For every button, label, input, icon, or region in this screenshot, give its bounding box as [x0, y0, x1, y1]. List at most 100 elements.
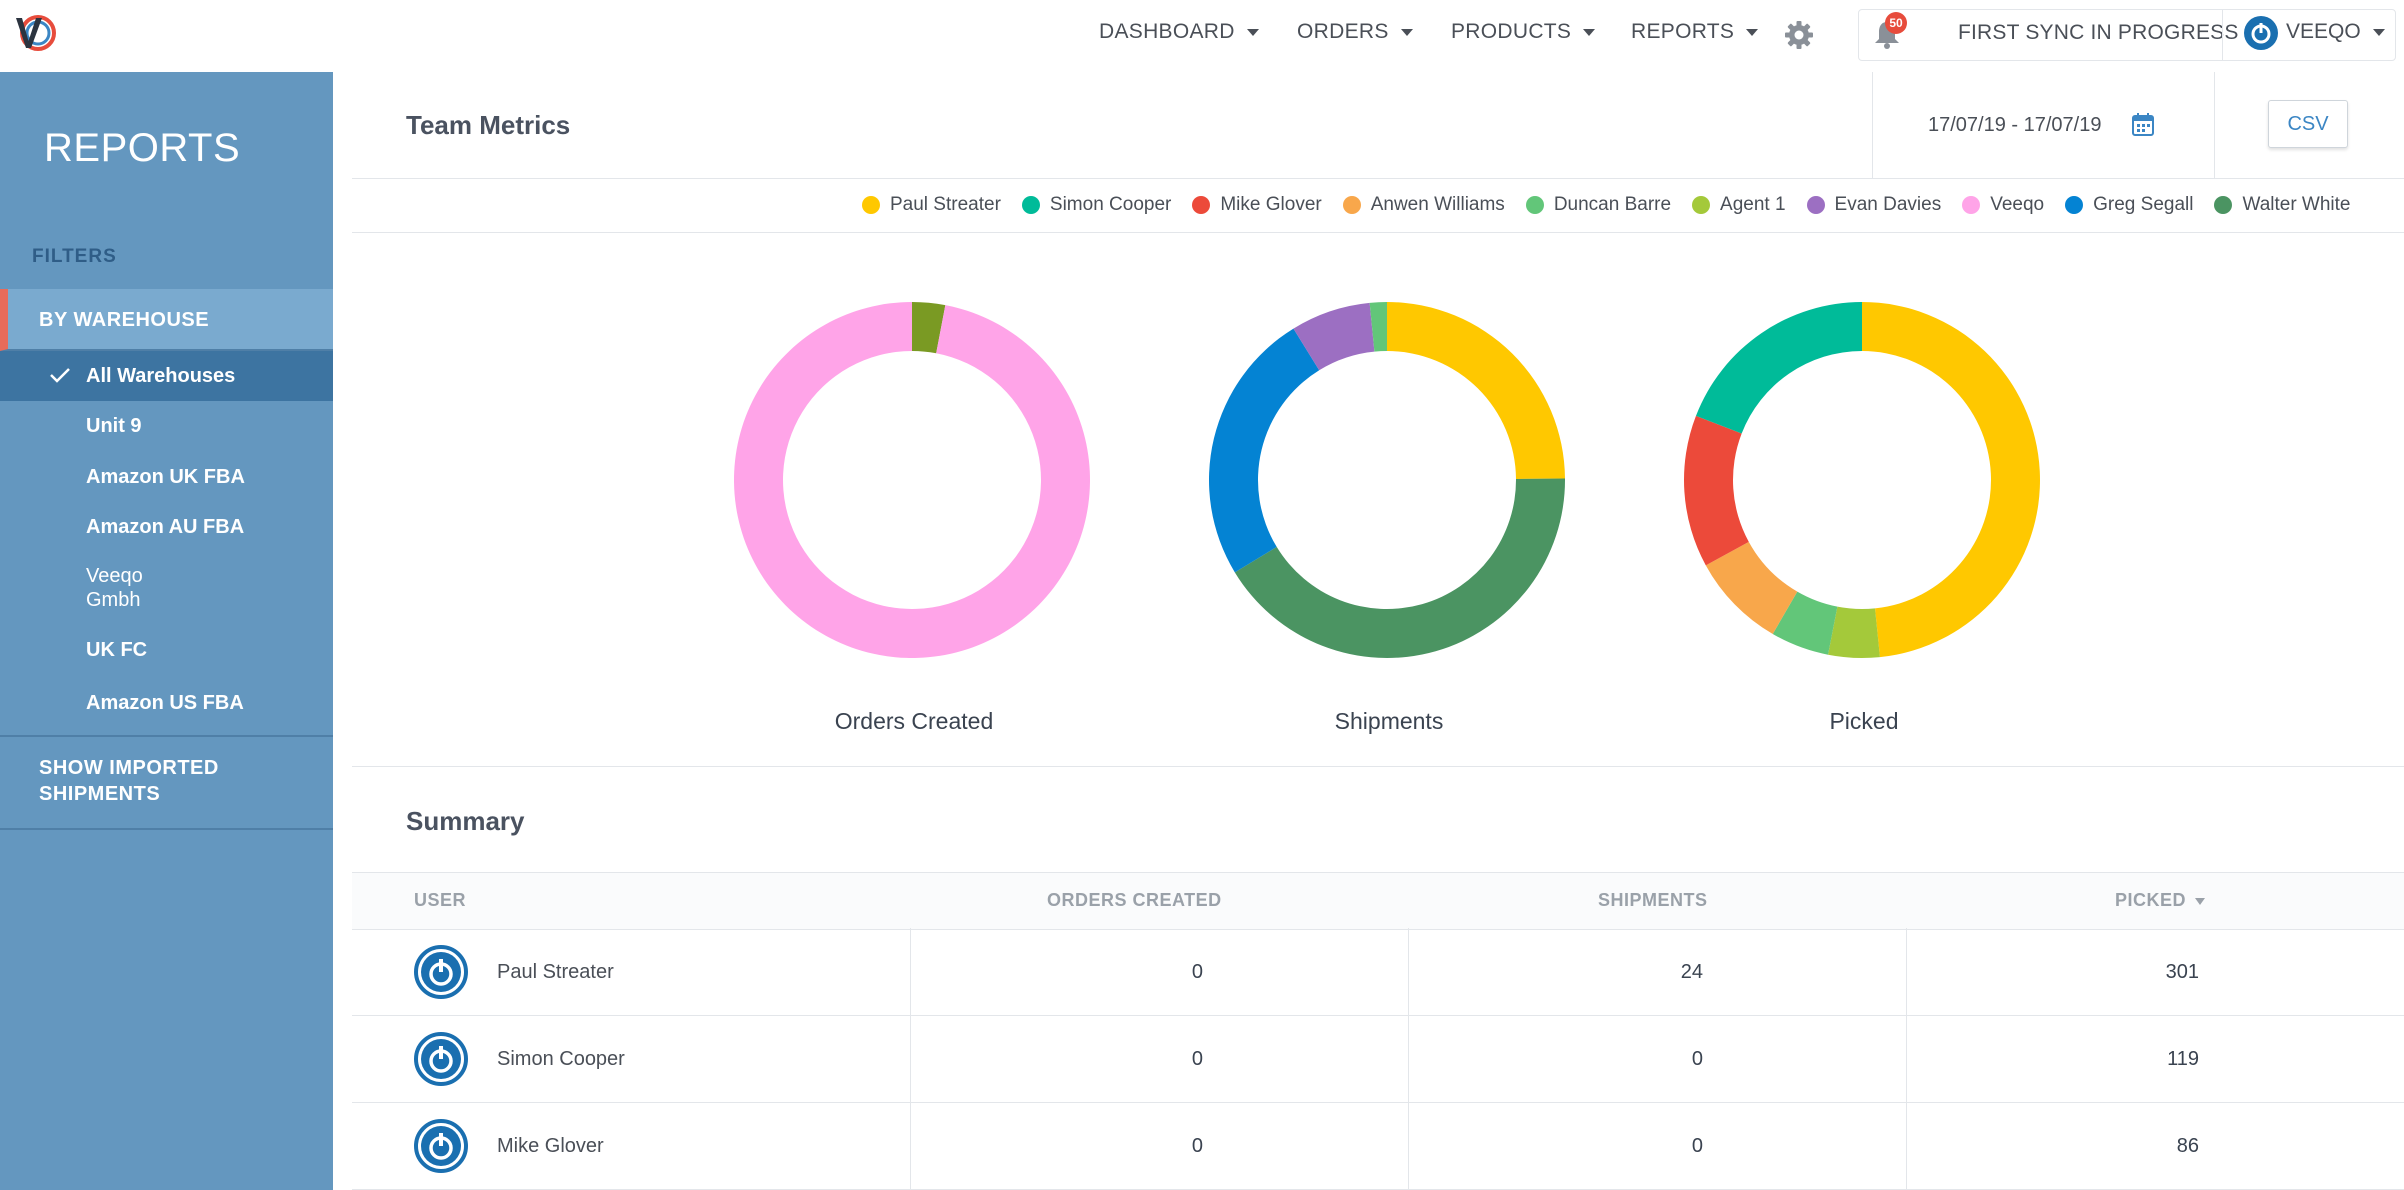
nav-reports[interactable]: REPORTS	[1631, 20, 1759, 44]
legend-dot-icon	[2214, 196, 2233, 214]
donut-slice[interactable]	[1862, 302, 2040, 658]
shipments-value: 24	[1680, 961, 1703, 983]
chart-title-picked: Picked	[1829, 708, 1899, 734]
chart-title-orders-created: Orders Created	[834, 708, 994, 734]
calendar-icon[interactable]	[2131, 112, 2155, 137]
legend-item[interactable]: Simon Cooper	[1021, 194, 1172, 216]
column-header-shipments[interactable]: SHIPMENTS	[1598, 890, 1708, 910]
nav-dashboard[interactable]: DASHBOARD	[1099, 20, 1259, 44]
legend-item[interactable]: Agent 1	[1692, 194, 1786, 216]
donut-slice[interactable]	[1828, 606, 1880, 658]
warehouse-label: Amazon UK FBA	[86, 466, 245, 488]
donut-slice[interactable]	[1293, 302, 1375, 371]
nav-orders-label: ORDERS	[1297, 20, 1389, 43]
donut-slice[interactable]	[1369, 302, 1387, 352]
warehouse-label: UK FC	[86, 639, 148, 661]
legend-label: Mike Glover	[1220, 194, 1322, 215]
donut-slice[interactable]	[734, 302, 1090, 658]
divider	[352, 766, 2404, 767]
legend-item[interactable]: Mike Glover	[1192, 194, 1322, 216]
donut-slice[interactable]	[912, 302, 946, 354]
date-range-picker[interactable]	[1872, 72, 2215, 178]
legend-item[interactable]: Veeqo	[1962, 194, 2044, 216]
chart-title-shipments: Shipments	[1334, 708, 1444, 734]
page-title: Team Metrics	[406, 110, 571, 140]
donut-slice[interactable]	[1705, 541, 1798, 635]
column-header-user[interactable]: USER	[414, 890, 467, 910]
legend-label: Veeqo	[1990, 194, 2045, 215]
check-icon	[50, 368, 70, 383]
warehouse-amazon-uk-fba[interactable]: Amazon UK FBA	[0, 452, 333, 502]
warehouse-uk-fc[interactable]: UK FC	[0, 627, 333, 677]
legend-item[interactable]: Greg Segall	[2065, 194, 2193, 216]
csv-export-button[interactable]: CSV	[2268, 100, 2348, 148]
legend-dot-icon	[2065, 196, 2084, 214]
column-header-orders-created[interactable]: ORDERS CREATED	[1047, 890, 1222, 910]
caret-down-icon	[1746, 28, 1759, 36]
warehouse-label: Unit 9	[86, 415, 142, 437]
column-divider	[1408, 928, 1409, 1190]
legend-dot-icon	[1692, 196, 1711, 214]
donut-slice[interactable]	[1209, 328, 1320, 573]
donut-slice[interactable]	[1772, 591, 1838, 655]
divider	[352, 232, 2404, 233]
legend-label: Agent 1	[1720, 194, 1786, 215]
warehouse-label: Amazon US FBA	[86, 692, 244, 714]
account-area	[1858, 9, 2396, 61]
warehouse-amazon-au-fba[interactable]: Amazon AU FBA	[0, 502, 333, 552]
legend-item[interactable]: Paul Streater	[862, 194, 1001, 216]
filter-group-label: BY WAREHOUSE	[39, 309, 210, 331]
legend-item[interactable]: Anwen Williams	[1342, 194, 1505, 216]
legend-label: Walter White	[2242, 194, 2351, 215]
legend-dot-icon	[1806, 196, 1825, 214]
legend-label: Paul Streater	[890, 194, 1001, 215]
legend-item[interactable]: Evan Davies	[1806, 194, 1941, 216]
column-header-picked[interactable]: PICKED	[2115, 890, 2206, 911]
sort-desc-icon	[2195, 897, 2206, 905]
donut-slice[interactable]	[1684, 415, 1749, 566]
warehouse-veeqo-gmbh[interactable]: Veeqo Gmbh	[0, 552, 333, 622]
donut-slice[interactable]	[1695, 302, 1862, 434]
picked-value: 119	[2167, 1048, 2199, 1070]
donut-slice[interactable]	[1234, 478, 1565, 658]
column-header-picked-label: PICKED	[2115, 890, 2187, 910]
show-imported-shipments[interactable]: SHOW IMPORTED SHIPMENTS	[39, 757, 219, 805]
picked-value: 301	[2165, 961, 2199, 983]
sidebar-title: REPORTS	[44, 126, 241, 170]
user-name: Mike Glover	[497, 1135, 604, 1157]
nav-reports-label: REPORTS	[1631, 20, 1735, 43]
user-avatar	[414, 945, 468, 999]
legend-item[interactable]: Walter White	[2214, 194, 2351, 216]
nav-orders[interactable]: ORDERS	[1297, 20, 1413, 44]
caret-down-icon	[1246, 28, 1259, 36]
divider	[0, 735, 333, 737]
user-avatar	[414, 1119, 468, 1173]
summary-title: Summary	[406, 806, 525, 836]
account-menu[interactable]: VEEQO	[2286, 20, 2385, 44]
account-name: VEEQO	[2286, 20, 2361, 43]
table-row[interactable]	[352, 1015, 2404, 1103]
sidebar: REPORTS FILTERS BY WAREHOUSE All Warehou…	[0, 72, 333, 1190]
picked-value: 86	[2176, 1135, 2199, 1157]
table-header	[352, 872, 2404, 930]
veeqo-logo[interactable]	[12, 12, 60, 56]
table-row[interactable]	[352, 928, 2404, 1016]
orders-created-value: 0	[1191, 1135, 1203, 1157]
orders-created-donut-chart	[734, 302, 1090, 658]
nav-products[interactable]: PRODUCTS	[1451, 20, 1596, 44]
filter-group-by-warehouse[interactable]: BY WAREHOUSE	[0, 289, 333, 351]
filters-heading: FILTERS	[32, 246, 117, 267]
shipments-value: 0	[1691, 1048, 1703, 1070]
legend-label: Simon Cooper	[1049, 194, 1172, 215]
nav-products-label: PRODUCTS	[1451, 20, 1572, 43]
divider	[2222, 9, 2223, 61]
date-range-value[interactable]: 17/07/19 - 17/07/19	[1928, 114, 2102, 136]
legend-dot-icon	[1962, 196, 1981, 214]
gear-icon[interactable]	[1784, 20, 1814, 50]
warehouse-all[interactable]: All Warehouses	[0, 351, 333, 401]
warehouse-amazon-us-fba[interactable]: Amazon US FBA	[0, 678, 333, 728]
warehouse-unit-9[interactable]: Unit 9	[0, 401, 333, 451]
account-avatar[interactable]	[2244, 16, 2278, 50]
legend-item[interactable]: Duncan Barre	[1525, 194, 1671, 216]
donut-slice[interactable]	[1387, 302, 1565, 479]
